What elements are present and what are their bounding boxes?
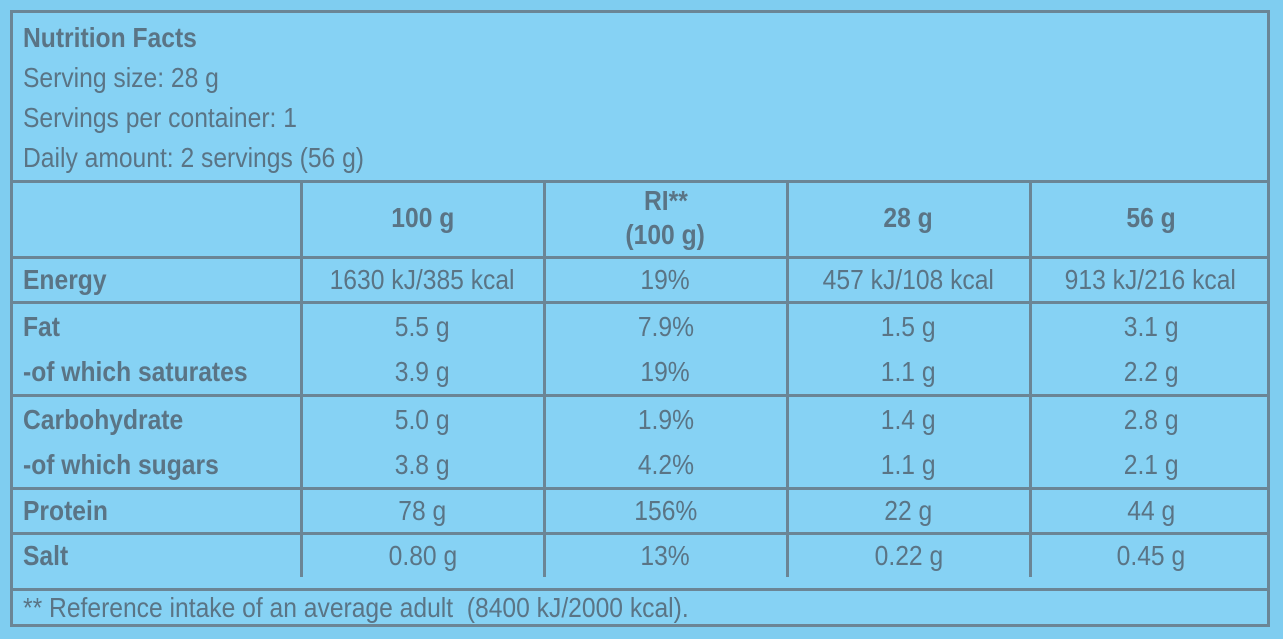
row-label: Fat -of which saturates	[13, 301, 303, 397]
row-label: Protein	[13, 487, 303, 535]
cell-per-28g: 1.4 g 1.1 g	[785, 394, 1032, 490]
cell-per-100g: 5.0 g 3.8 g	[299, 394, 546, 490]
cell-ri: 156%	[542, 487, 789, 535]
column-header-ri: RI** (100 g)	[542, 180, 789, 259]
cell-per-28g: 22 g	[785, 487, 1032, 535]
table-row-fat: Fat -of which saturates 5.5 g 3.9 g 7.9%…	[13, 301, 1270, 397]
cell-per-100g: 78 g	[299, 487, 546, 535]
nutrition-header: Nutrition Facts Serving size: 28 g Servi…	[13, 13, 1267, 183]
nutrition-table: 100 g RI** (100 g) 28 g 56 g Energy 1630…	[13, 180, 1270, 577]
cell-per-100g: 5.5 g 3.9 g	[299, 301, 546, 397]
column-header-per-56g: 56 g	[1028, 180, 1270, 259]
cell-per-100g: 0.80 g	[299, 532, 546, 577]
row-label: Carbohydrate -of which sugars	[13, 394, 303, 490]
table-row-carbohydrate: Carbohydrate -of which sugars 5.0 g 3.8 …	[13, 394, 1270, 490]
cell-per-28g: 1.5 g 1.1 g	[785, 301, 1032, 397]
row-label: Energy	[13, 256, 303, 304]
column-header-nutrient	[13, 180, 303, 259]
cell-ri: 13%	[542, 532, 789, 577]
column-header-per-100g: 100 g	[299, 180, 546, 259]
cell-per-28g: 457 kJ/108 kcal	[785, 256, 1032, 304]
cell-per-56g: 0.45 g	[1028, 532, 1270, 577]
cell-per-28g: 0.22 g	[785, 532, 1032, 577]
cell-ri: 7.9% 19%	[542, 301, 789, 397]
cell-per-100g: 1630 kJ/385 kcal	[299, 256, 546, 304]
nutrition-title: Nutrition Facts	[23, 22, 197, 53]
row-label: Salt	[13, 532, 303, 577]
nutrition-facts-panel: Nutrition Facts Serving size: 28 g Servi…	[10, 10, 1270, 627]
column-header-row: 100 g RI** (100 g) 28 g 56 g	[13, 180, 1270, 259]
serving-size: Serving size: 28 g	[23, 62, 219, 93]
cell-per-56g: 2.8 g 2.1 g	[1028, 394, 1270, 490]
column-header-per-28g: 28 g	[785, 180, 1032, 259]
cell-per-56g: 913 kJ/216 kcal	[1028, 256, 1270, 304]
table-row-protein: Protein 78 g 156% 22 g 44 g	[13, 487, 1270, 535]
reference-intake-note: ** Reference intake of an average adult …	[13, 588, 1267, 624]
daily-amount: Daily amount: 2 servings (56 g)	[23, 142, 365, 173]
table-row-salt: Salt 0.80 g 13% 0.22 g 0.45 g	[13, 532, 1270, 577]
table-row-energy: Energy 1630 kJ/385 kcal 19% 457 kJ/108 k…	[13, 256, 1270, 304]
cell-ri: 1.9% 4.2%	[542, 394, 789, 490]
cell-per-56g: 44 g	[1028, 487, 1270, 535]
servings-per-container: Servings per container: 1	[23, 102, 297, 133]
cell-ri: 19%	[542, 256, 789, 304]
cell-per-56g: 3.1 g 2.2 g	[1028, 301, 1270, 397]
